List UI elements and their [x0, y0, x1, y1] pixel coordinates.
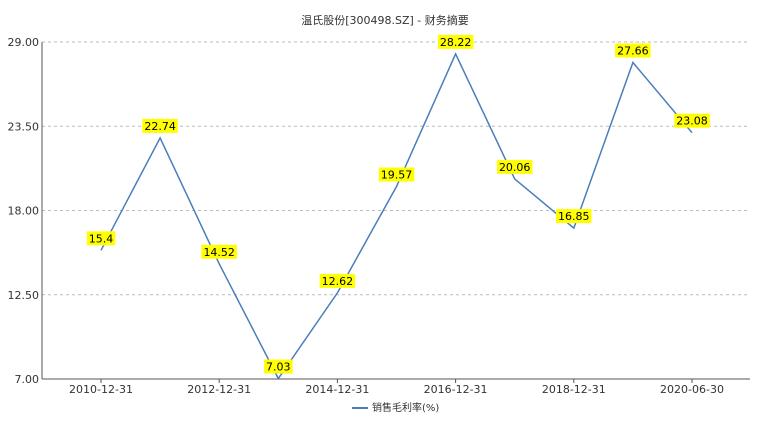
data-label: 19.57: [378, 167, 415, 182]
data-label: 20.06: [497, 159, 533, 174]
data-label-bg: [674, 113, 710, 128]
data-label: 14.52: [201, 244, 237, 259]
x-tick-label: 2016-12-31: [424, 383, 488, 396]
y-tick-label: 7.00: [15, 373, 40, 386]
x-axis: 2010-12-31 2012-12-31 2014-12-31 2016-12-31…: [42, 378, 750, 396]
x-tick-label: 2014-12-31: [305, 383, 369, 396]
data-label: 12.62: [319, 273, 356, 288]
data-label: 16.85: [556, 209, 592, 223]
x-tick-label: 2020-06-30: [660, 383, 724, 396]
data-label: 22.74: [142, 118, 178, 133]
series-layer: [100, 52, 693, 380]
data-label-bg: [201, 244, 237, 259]
x-tick-label: 2010-12-31: [69, 383, 133, 396]
grid-lines: [42, 41, 750, 296]
data-label-text: 27.66: [617, 45, 649, 58]
y-tick-label: 23.50: [8, 120, 40, 133]
data-label-bg: [319, 273, 356, 288]
data-label-bg: [142, 118, 178, 133]
data-label-text: 28.22: [440, 36, 472, 49]
data-label-text: 22.74: [144, 120, 176, 133]
data-label-bg: [437, 34, 474, 49]
data-label-bg: [86, 231, 116, 246]
data-label: 15.4: [86, 231, 116, 246]
data-label-text: 16.85: [558, 210, 590, 223]
data-label-text: 23.08: [676, 115, 708, 128]
y-axis: 7.00 12.50 18.00 23.50 29.00: [8, 36, 43, 386]
data-label-bg: [497, 159, 533, 174]
series-line: [100, 52, 693, 380]
data-label: 27.66: [615, 43, 651, 58]
data-label-bg: [378, 167, 415, 182]
y-tick-label: 29.00: [8, 36, 40, 49]
data-label: 7.03: [264, 359, 293, 374]
legend-label: 销售毛利率(%): [372, 401, 439, 414]
legend[interactable]: 销售毛利率(%): [352, 401, 439, 414]
data-label-text: 7.03: [266, 361, 291, 374]
x-tick-label: 2018-12-31: [542, 383, 606, 396]
data-label-text: 20.06: [499, 161, 531, 174]
data-label-text: 15.4: [89, 232, 114, 245]
data-label: 28.22: [437, 34, 474, 49]
data-label-text: 12.62: [322, 275, 354, 288]
data-label-bg: [615, 43, 651, 58]
x-tick-label: 2012-12-31: [187, 383, 251, 396]
y-tick-label: 18.00: [8, 205, 40, 218]
data-label: 23.08: [674, 113, 710, 128]
chart-title: 温氏股份[300498.SZ] - 财务摘要: [301, 13, 469, 27]
data-label-bg: [264, 359, 293, 374]
data-labels: 15.4 22.74 14.52 7.03 12.62 19.57 28.22 20.06 16…: [86, 34, 710, 374]
data-label-bg: [556, 209, 592, 224]
data-label-text: 19.57: [381, 168, 413, 181]
data-label-text: 14.52: [203, 246, 235, 259]
y-tick-label: 12.50: [8, 289, 40, 302]
